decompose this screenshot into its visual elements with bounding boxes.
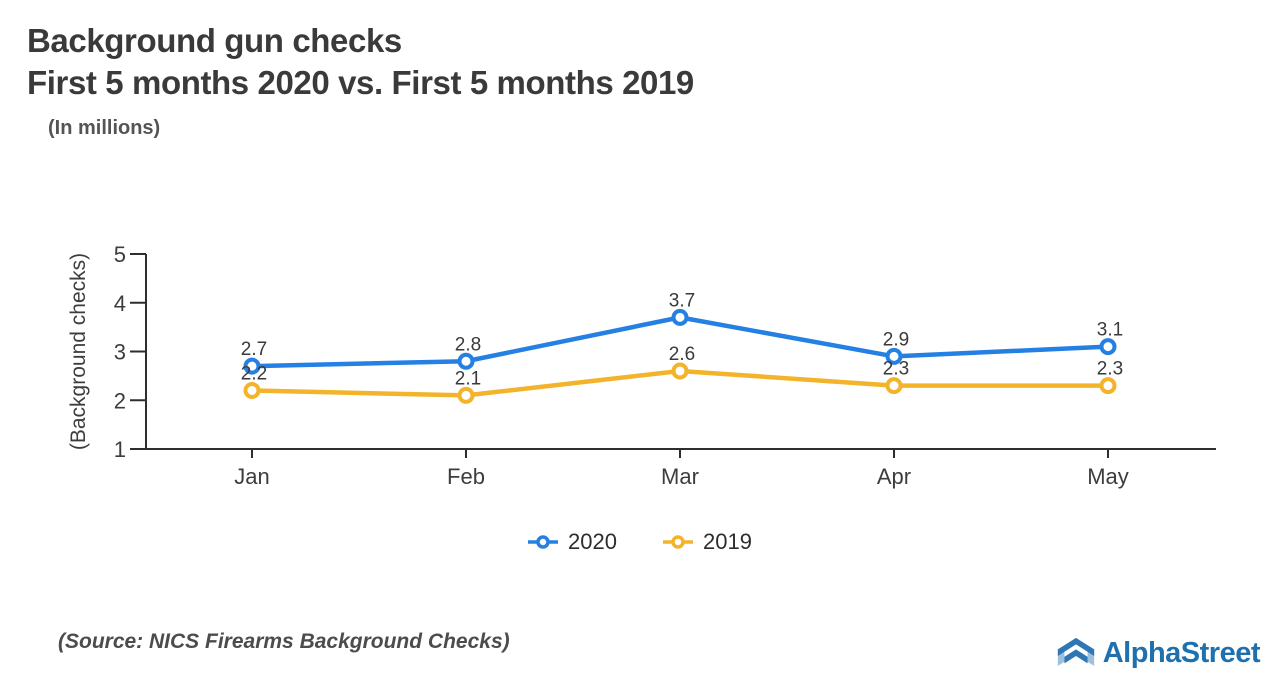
title-line-2: First 5 months 2020 vs. First 5 months 2… bbox=[27, 64, 694, 101]
data-label-2020-Apr: 2.9 bbox=[883, 329, 909, 350]
legend-label-2020: 2020 bbox=[568, 529, 617, 554]
legend-label-2019: 2019 bbox=[703, 529, 752, 554]
x-tick-label: Feb bbox=[447, 464, 485, 489]
marker-2020-Mar bbox=[671, 308, 689, 326]
data-label-2019-Jan: 2.2 bbox=[241, 364, 267, 385]
data-label-2020-Mar: 3.7 bbox=[669, 290, 695, 311]
marker-2019-May bbox=[1099, 377, 1117, 395]
data-label-2020-Feb: 2.8 bbox=[455, 334, 481, 355]
data-label-2020-May: 3.1 bbox=[1097, 320, 1123, 341]
y-tick-label: 2 bbox=[114, 388, 126, 413]
legend-item-2020: 2020 bbox=[528, 529, 617, 555]
units-subtitle: (In millions) bbox=[48, 117, 161, 139]
marker-2019-Jan bbox=[243, 382, 261, 399]
line-chart: 1 2 3 4 5 Jan Feb Mar Apr May (Background checks) 2… bbox=[67, 242, 1216, 489]
x-tick-label: May bbox=[1087, 464, 1129, 489]
y-tick-label: 5 bbox=[114, 242, 126, 267]
marker-2020-Feb bbox=[457, 352, 475, 370]
data-label-2019-Mar: 2.6 bbox=[669, 344, 695, 365]
page-title: Background gun checks First 5 months 202… bbox=[27, 20, 694, 104]
source-note: (Source: NICS Firearms Background Checks… bbox=[58, 630, 510, 653]
marker-2020-Jan bbox=[243, 357, 261, 375]
marker-2020-May bbox=[1099, 338, 1117, 356]
marker-2020-Apr bbox=[885, 347, 903, 365]
legend-marker-2019-icon bbox=[663, 535, 693, 549]
legend-item-2019: 2019 bbox=[663, 529, 752, 555]
y-tick-label: 4 bbox=[114, 291, 126, 316]
brand-name: AlphaStreet bbox=[1102, 637, 1261, 669]
y-tick-label: 1 bbox=[114, 437, 126, 462]
legend-marker-2020-icon bbox=[528, 535, 559, 549]
x-tick-label: Apr bbox=[877, 464, 911, 489]
marker-2019-Apr bbox=[885, 377, 903, 395]
x-tick-label: Mar bbox=[661, 464, 699, 489]
marker-2019-Feb bbox=[457, 386, 475, 404]
marker-2019-Mar bbox=[671, 362, 689, 380]
alphastreet-chevron-icon bbox=[1057, 637, 1094, 666]
data-label-2019-Apr: 2.3 bbox=[883, 359, 909, 380]
data-label-2019-Feb: 2.1 bbox=[455, 368, 481, 389]
brand-logo: AlphaStreet bbox=[1057, 637, 1261, 670]
x-tick-label: Jan bbox=[234, 464, 269, 489]
y-tick-label: 3 bbox=[114, 340, 126, 365]
chart-legend: 2020 2019 bbox=[0, 529, 1280, 555]
y-axis-title: (Background checks) bbox=[67, 253, 90, 450]
data-label-2019-May: 2.3 bbox=[1097, 359, 1123, 380]
title-line-1: Background gun checks bbox=[27, 22, 402, 59]
data-label-2020-Jan: 2.7 bbox=[241, 339, 267, 360]
